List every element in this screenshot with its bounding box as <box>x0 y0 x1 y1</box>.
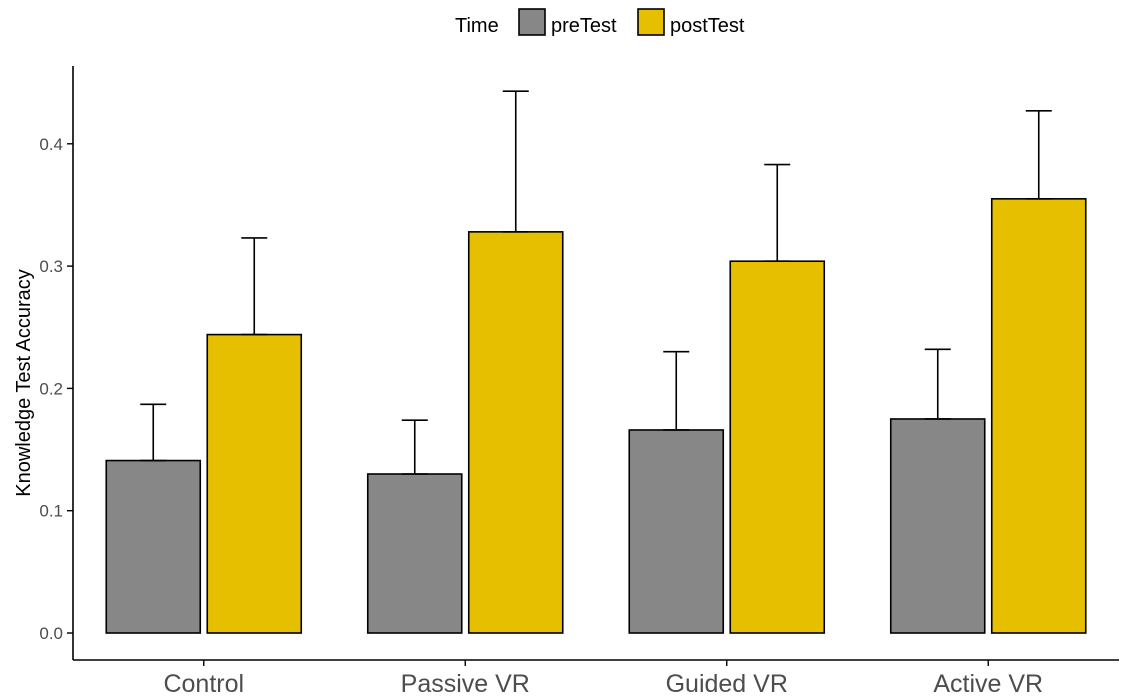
x-tick-label: Passive VR <box>401 670 530 692</box>
y-tick-label: 0.2 <box>39 379 63 398</box>
bar-preTest-guided-vr <box>628 429 725 634</box>
legend-swatch-postTest <box>637 8 665 36</box>
y-tick-label: 0.3 <box>39 257 63 276</box>
y-tick-label: 0.1 <box>39 502 63 521</box>
x-tick-label: Guided VR <box>666 670 788 692</box>
legend-label-postTest: postTest <box>670 15 745 37</box>
legend-title: Time <box>455 15 499 37</box>
errorbar-preTest-control <box>140 403 167 462</box>
errorbar-postTest-passive-vr <box>502 90 529 233</box>
y-tick-label: 0.4 <box>39 135 63 154</box>
errorbar-preTest-guided-vr <box>663 350 690 431</box>
error-bars <box>140 90 1052 475</box>
bar-preTest-active-vr <box>889 418 986 634</box>
bar-postTest-control <box>206 333 303 634</box>
legend: Time preTest postTest <box>455 8 745 37</box>
bar-postTest-guided-vr <box>729 260 826 634</box>
errorbar-postTest-active-vr <box>1025 109 1052 200</box>
errorbar-preTest-active-vr <box>924 348 951 420</box>
errorbar-postTest-control <box>241 237 268 336</box>
y-axis-title: Knowledge Test Accuracy <box>13 269 35 497</box>
bar-preTest-passive-vr <box>366 473 463 634</box>
errorbar-postTest-guided-vr <box>764 163 791 263</box>
bar-postTest-active-vr <box>990 198 1087 634</box>
errorbar-preTest-passive-vr <box>401 419 428 475</box>
x-tick-label: Control <box>163 670 244 692</box>
bar-preTest-control <box>105 459 202 634</box>
legend-label-preTest: preTest <box>551 15 617 37</box>
x-tick-label: Active VR <box>933 670 1043 692</box>
bar-postTest-passive-vr <box>467 231 564 634</box>
legend-swatch-preTest <box>518 8 546 36</box>
bars <box>105 198 1087 634</box>
y-tick-label: 0.0 <box>39 624 63 643</box>
y-axis-title-group: Knowledge Test Accuracy <box>13 269 35 497</box>
